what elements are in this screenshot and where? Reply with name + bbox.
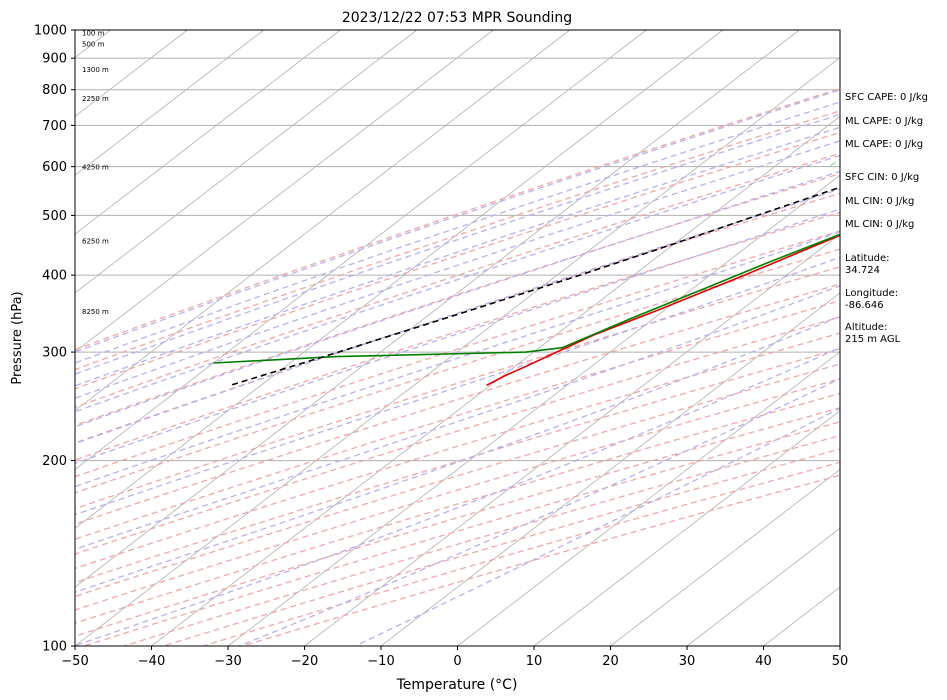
x-tick-label: −40 — [138, 654, 165, 669]
y-tick-label: 500 — [42, 209, 67, 224]
chart-series: 8250 m 6250 m 4250 m 2250 m 1300 m 500 m 100 m — [82, 30, 840, 387]
isotherm-line — [457, 351, 840, 646]
dry-adiabat-line — [75, 172, 840, 427]
dry-adiabat-line — [123, 434, 840, 646]
moist-adiabat-line — [238, 378, 840, 646]
isotherm-line — [380, 292, 840, 646]
x-tick-label: 20 — [602, 654, 619, 669]
sounding-annotation: ML CIN: 0 J/kg — [845, 196, 915, 207]
moist-adiabat-line — [75, 113, 840, 375]
dry-adiabat-line — [75, 87, 840, 351]
isotherm-line — [533, 410, 840, 646]
sounding-annotation: SFC CIN: 0 J/kg — [845, 172, 920, 183]
dry-adiabat-line — [75, 363, 840, 598]
y-tick-label: 900 — [42, 52, 67, 67]
height-label: 2250 m — [82, 95, 109, 103]
isotherm-line — [75, 30, 800, 588]
y-tick-label: 100 — [42, 640, 67, 655]
moist-adiabat-line — [75, 285, 840, 550]
x-tick-label: 10 — [526, 654, 543, 669]
height-label: 6250 m — [82, 238, 109, 246]
dry-adiabat-line — [75, 248, 840, 494]
x-tick-label: −30 — [214, 654, 241, 669]
x-tick-label: 50 — [832, 654, 849, 669]
y-tick-label: 400 — [42, 269, 67, 284]
height-label: 500 m — [82, 41, 105, 49]
moist-adiabat-line — [75, 154, 840, 413]
y-tick-label: 1000 — [34, 24, 67, 39]
height-label: 8250 m — [82, 308, 109, 316]
isotherm-line — [686, 527, 840, 646]
isotherm-line — [75, 30, 724, 529]
moist-adiabat-line — [75, 188, 840, 445]
dry-adiabat-line — [75, 300, 840, 540]
isotherm-line — [227, 174, 840, 646]
moist-adiabat-line — [75, 208, 840, 464]
y-tick-label: 800 — [42, 83, 67, 98]
x-tick-label: −20 — [291, 654, 318, 669]
dry-adiabat-line — [75, 152, 840, 408]
dry-adiabat-line — [75, 407, 840, 637]
x-tick-label: −50 — [61, 654, 88, 669]
x-tick-label: −10 — [367, 654, 394, 669]
y-tick-label: 300 — [42, 346, 67, 361]
x-tick-label: 30 — [679, 654, 696, 669]
temperature-profile — [486, 234, 840, 387]
dewpoint-profile — [213, 233, 840, 364]
height-label: 1300 m — [82, 66, 109, 74]
parcel-profile — [230, 186, 840, 387]
isotherm-line — [75, 30, 341, 235]
sounding-annotation: Latitude: 34.724 — [845, 253, 890, 276]
dry-adiabat-line — [75, 332, 840, 570]
isotherm-line — [75, 30, 188, 117]
dry-adiabat-line — [202, 461, 840, 646]
y-tick-label: 200 — [42, 454, 67, 469]
chart-title: 2023/12/22 07:53 MPR Sounding — [342, 10, 572, 26]
x-axis-label: Temperature (°C) — [396, 677, 518, 693]
x-tick-label: 40 — [755, 654, 772, 669]
isotherm-line — [75, 30, 265, 176]
y-axis-label: Pressure (hPa) — [10, 291, 25, 384]
dry-adiabat-line — [75, 283, 840, 525]
isotherm-line — [304, 233, 840, 646]
sounding-annotation: ML CIN: 0 J/kg — [845, 219, 915, 230]
sounding-annotation: SFC CAPE: 0 J/kg — [845, 92, 928, 103]
moist-adiabat-line — [75, 170, 840, 428]
dry-adiabat-line — [75, 392, 840, 624]
moist-adiabat-line — [75, 256, 840, 516]
moist-adiabat-line — [75, 101, 840, 364]
height-label: 100 m — [82, 30, 105, 38]
isotherm-line — [75, 30, 571, 412]
height-label: 4250 m — [82, 164, 109, 172]
chart-grid — [75, 30, 840, 646]
isotherm-line — [75, 30, 494, 353]
y-tick-label: 700 — [42, 119, 67, 134]
moist-adiabat-line — [75, 126, 840, 387]
sounding-annotation: ML CAPE: 0 J/kg — [845, 116, 924, 127]
isotherm-line — [610, 468, 840, 646]
moist-adiabat-line — [75, 140, 840, 399]
dry-adiabat-line — [75, 211, 840, 461]
sounding-annotation: Longitude: -86.646 — [845, 288, 899, 311]
sounding-annotation: Altitude: 215 m AGL — [845, 322, 901, 345]
sounding-annotation: ML CAPE: 0 J/kg — [845, 139, 924, 150]
x-tick-label: 0 — [453, 654, 461, 669]
isotherm-line — [75, 57, 840, 646]
isotherm-line — [75, 30, 418, 294]
y-tick-label: 600 — [42, 160, 67, 175]
dry-adiabat-line — [84, 421, 840, 646]
